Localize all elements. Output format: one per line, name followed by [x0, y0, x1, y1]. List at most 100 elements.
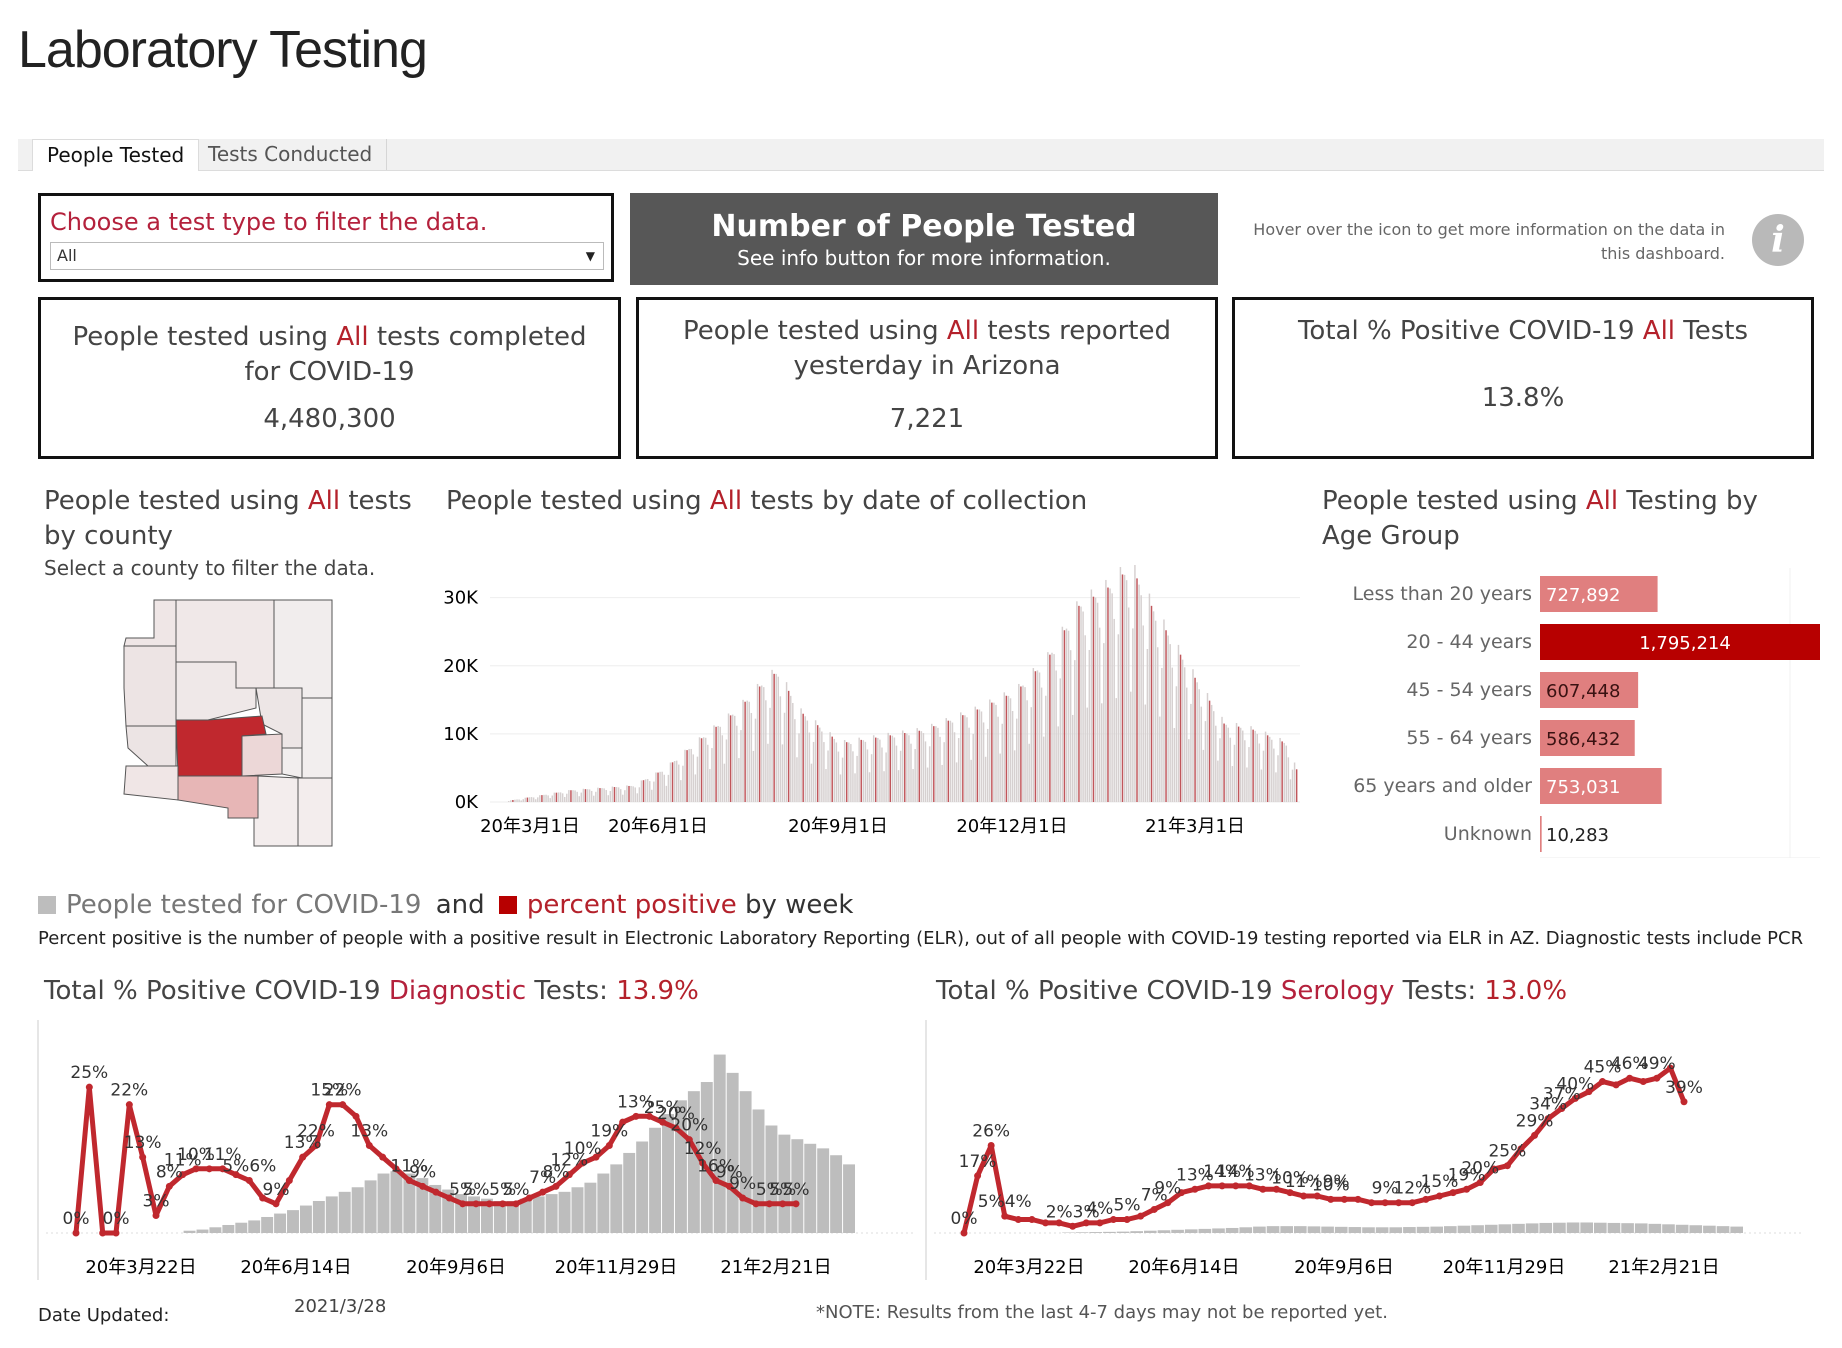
daily-bar [1036, 670, 1039, 802]
daily-bar [1107, 587, 1109, 802]
daily-bar [1074, 660, 1076, 802]
info-icon[interactable]: i [1752, 214, 1804, 266]
daily-bar [808, 732, 811, 802]
daily-bar [771, 669, 773, 802]
daily-bar [945, 718, 947, 802]
daily-bar [655, 772, 657, 802]
arizona-county-map[interactable] [118, 598, 336, 850]
daily-bar [1032, 668, 1035, 802]
page-title: Laboratory Testing [18, 21, 428, 79]
age-category-label: 20 - 44 years [1406, 631, 1532, 653]
daily-bar [1258, 743, 1261, 802]
daily-bar [1291, 769, 1294, 802]
percent-label: 22% [324, 1081, 362, 1101]
daily-bar [796, 757, 798, 802]
daily-bar [734, 715, 736, 802]
percent-point [285, 1177, 293, 1184]
daily-bar [999, 753, 1001, 802]
kpi-title: Total % Positive COVID-19 All Tests [1297, 316, 1749, 346]
weekly-bar [558, 1191, 571, 1233]
daily-bar [570, 790, 572, 802]
daily-bar [964, 715, 966, 802]
test-type-select[interactable]: All ▼ [50, 242, 604, 270]
weekly-bar [1253, 1226, 1266, 1233]
percent-label: 12% [1393, 1179, 1431, 1199]
daily-bar [1047, 652, 1049, 802]
daily-bar [532, 797, 535, 802]
daily-bar [1069, 650, 1072, 802]
percent-point [672, 1124, 680, 1132]
weekly-bar [325, 1196, 338, 1233]
percent-point [1164, 1199, 1172, 1207]
percent-point [792, 1200, 800, 1208]
daily-bar [534, 799, 537, 802]
daily-bar [1111, 593, 1113, 802]
weekly-bar [1375, 1227, 1389, 1233]
weekly-bar [248, 1220, 261, 1233]
weekly-bar [713, 1054, 726, 1233]
age-bar [1540, 768, 1662, 804]
daily-bar [1252, 729, 1254, 802]
daily-bar [1268, 736, 1271, 802]
tab-people-tested[interactable]: People Tested [32, 139, 200, 171]
daily-bar [597, 787, 599, 802]
percent-label: 14% [1217, 1162, 1255, 1182]
weekly-bar [1634, 1223, 1648, 1233]
tab-tests-conducted[interactable]: Tests Conducted [194, 139, 388, 170]
daily-bar [891, 735, 894, 802]
percent-point [960, 1229, 968, 1237]
percent-label: 22% [297, 1122, 335, 1142]
daily-bar [1262, 750, 1265, 802]
weekly-bar [1362, 1227, 1375, 1233]
daily-bar [690, 748, 692, 802]
daily-bar [928, 746, 931, 802]
weekly-bar [1075, 1232, 1089, 1233]
percent-point [1381, 1199, 1389, 1207]
daily-bar [835, 742, 838, 802]
daily-bar [895, 745, 898, 802]
daily-bar [1005, 695, 1008, 802]
percent-point [1503, 1162, 1511, 1170]
daily-bar [881, 747, 883, 802]
daily-bar [1024, 687, 1026, 802]
chevron-down-icon[interactable]: ▼ [585, 249, 595, 263]
daily-bar [603, 788, 605, 802]
daily-bar [1246, 767, 1248, 802]
daily-bar [926, 767, 929, 802]
daily-bar [785, 682, 788, 802]
daily-bar [1250, 726, 1252, 802]
daily-bar [559, 792, 562, 802]
daily-bar [1281, 741, 1283, 802]
daily-bar [1055, 670, 1057, 802]
weekly-bar [1334, 1226, 1348, 1233]
percent-label: 5% [489, 1180, 516, 1200]
daily-bar [804, 716, 806, 802]
daily-bar [814, 720, 817, 802]
daily-bar [1242, 730, 1244, 802]
daily-bar [870, 754, 873, 802]
percent-point [1327, 1195, 1335, 1203]
daily-bar [729, 715, 732, 802]
daily-bar [773, 673, 775, 802]
percent-point [245, 1177, 253, 1184]
weekly-bar [1239, 1227, 1253, 1233]
daily-bar [1007, 695, 1010, 802]
daily-bar [636, 793, 639, 802]
percent-label: 7% [1141, 1185, 1168, 1205]
daily-bar [827, 750, 829, 802]
percent-label: 0% [63, 1209, 90, 1229]
daily-bar [966, 717, 968, 802]
daily-bar [1119, 567, 1122, 802]
weekly-bar [312, 1200, 325, 1233]
weekly-bar [390, 1171, 403, 1233]
percent-label: 9% [263, 1180, 290, 1200]
daily-bar [615, 787, 618, 802]
daily-bar [1266, 735, 1269, 802]
weekly-bar [1566, 1222, 1580, 1233]
daily-bar [746, 700, 748, 802]
daily-bar [1208, 700, 1211, 802]
daily-bar [626, 785, 628, 802]
percent-point [392, 1165, 400, 1173]
daily-bar [1057, 726, 1059, 802]
daily-bar [588, 789, 591, 802]
